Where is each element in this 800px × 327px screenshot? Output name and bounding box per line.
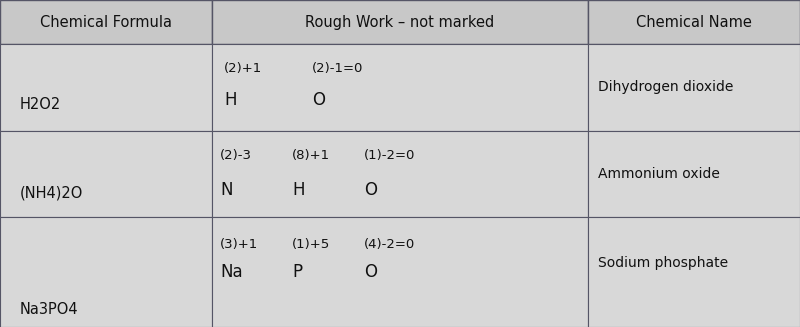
Text: Ammonium oxide: Ammonium oxide (598, 167, 719, 181)
Bar (588, 44, 800, 131)
Text: (3)+1: (3)+1 (220, 238, 258, 251)
Text: (1)+5: (1)+5 (292, 238, 330, 251)
Bar (0, 131, 212, 217)
Text: H2O2: H2O2 (20, 97, 62, 112)
Text: Dihydrogen dioxide: Dihydrogen dioxide (598, 80, 733, 95)
Bar (0, 217, 212, 327)
Text: O: O (364, 181, 377, 199)
Text: (4)-2=0: (4)-2=0 (364, 238, 415, 251)
Text: H: H (292, 181, 305, 199)
Text: (2)-1=0: (2)-1=0 (312, 62, 363, 75)
Bar (588, 0, 800, 44)
Text: (2)+1: (2)+1 (224, 62, 262, 75)
Text: Sodium phosphate: Sodium phosphate (598, 256, 728, 270)
Text: O: O (364, 263, 377, 281)
Text: Na: Na (220, 263, 242, 281)
Bar (212, 131, 588, 217)
Text: Chemical Formula: Chemical Formula (40, 15, 172, 29)
Text: (2)-3: (2)-3 (220, 148, 252, 162)
Bar (212, 217, 588, 327)
Text: (8)+1: (8)+1 (292, 148, 330, 162)
Bar (212, 44, 588, 131)
Bar (0, 44, 212, 131)
Text: (NH4)2O: (NH4)2O (20, 186, 83, 201)
Text: H: H (224, 92, 237, 110)
Text: P: P (292, 263, 302, 281)
Text: N: N (220, 181, 233, 199)
Text: O: O (312, 92, 325, 110)
Text: Na3PO4: Na3PO4 (20, 302, 78, 317)
Bar (0, 0, 212, 44)
Bar (588, 217, 800, 327)
Bar (212, 0, 588, 44)
Bar (588, 131, 800, 217)
Text: Rough Work – not marked: Rough Work – not marked (306, 15, 494, 29)
Text: (1)-2=0: (1)-2=0 (364, 148, 415, 162)
Text: Chemical Name: Chemical Name (636, 15, 752, 29)
